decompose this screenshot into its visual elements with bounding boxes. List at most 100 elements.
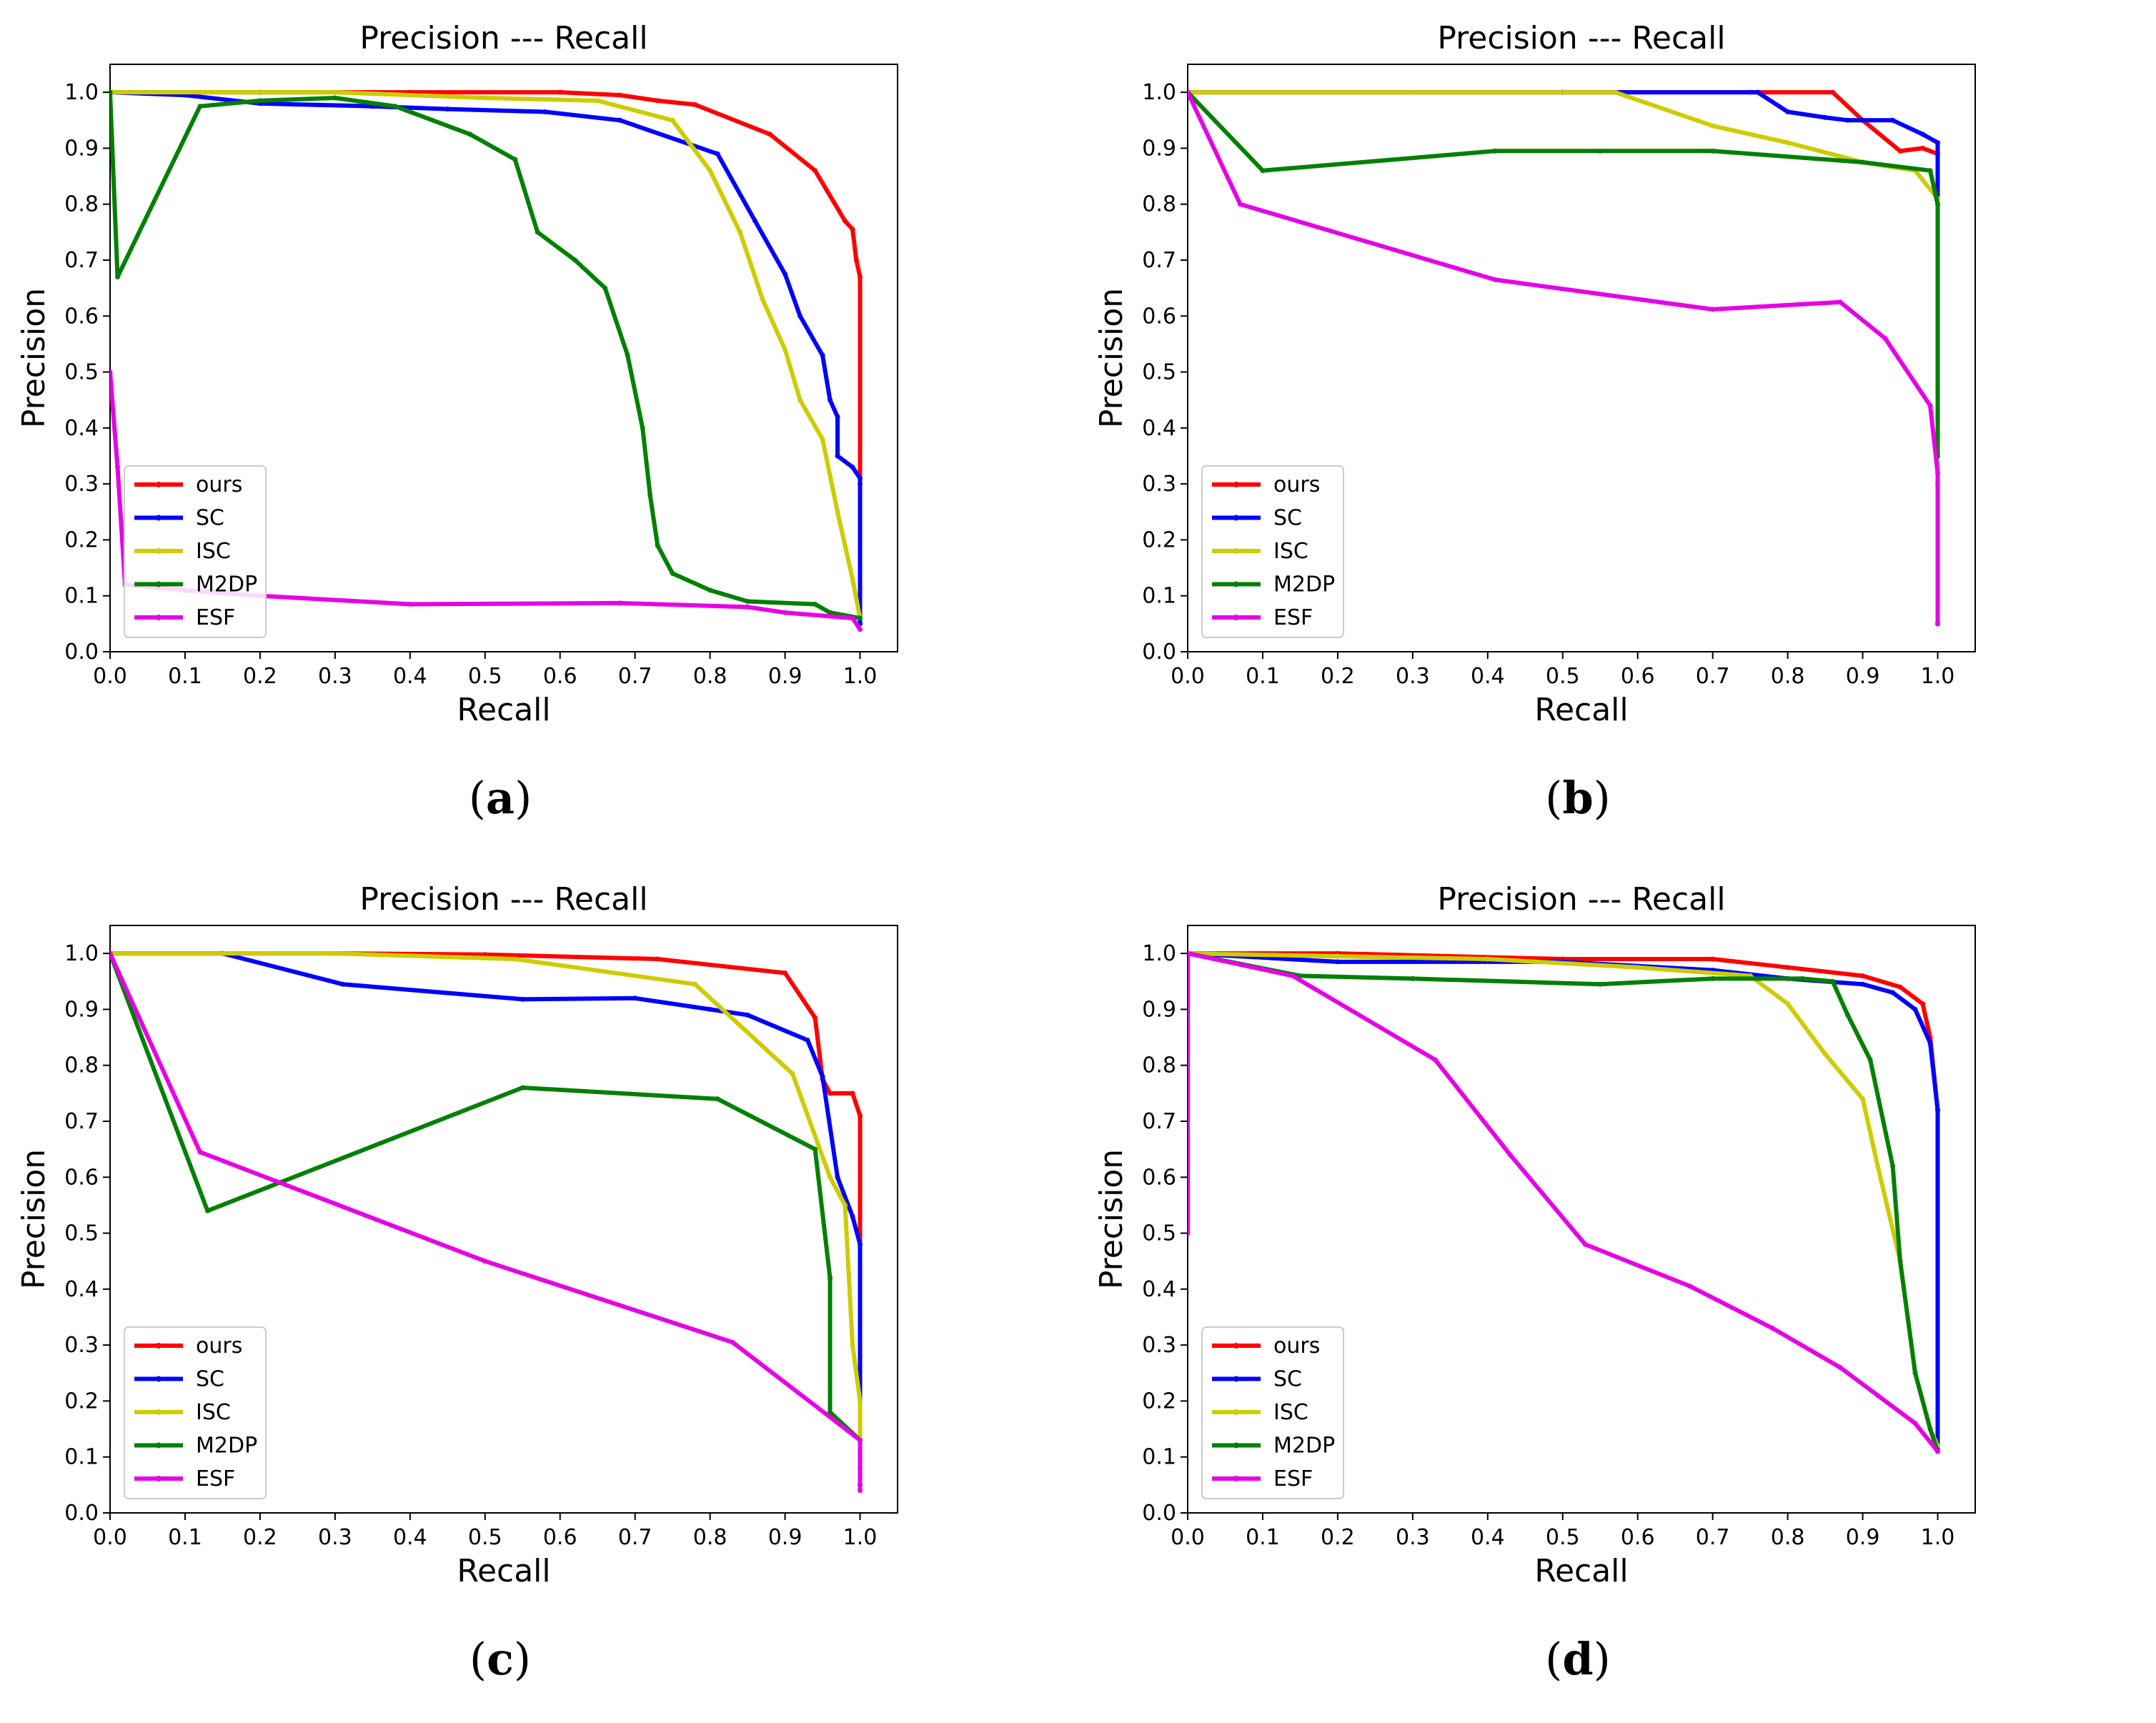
data-point-esf bbox=[745, 604, 750, 610]
data-point-m2dp bbox=[745, 599, 750, 605]
data-point-ours bbox=[1860, 973, 1866, 978]
data-point-esf bbox=[1290, 973, 1296, 978]
chart-title: Precision --- Recall bbox=[1437, 881, 1725, 918]
data-point-isc bbox=[1860, 1096, 1866, 1102]
legend-marker bbox=[1233, 515, 1239, 521]
axes-frame bbox=[109, 64, 898, 652]
y-tick-label: 0.3 bbox=[64, 1333, 99, 1358]
data-point-sc bbox=[632, 995, 638, 1001]
data-point-isc bbox=[332, 950, 338, 956]
y-tick-label: 0.7 bbox=[64, 248, 99, 273]
x-tick-label: 0.6 bbox=[543, 664, 577, 689]
data-point-esf bbox=[1935, 470, 1941, 475]
series-line-esf bbox=[110, 952, 863, 1491]
y-tick-label: 0.0 bbox=[1142, 640, 1176, 665]
y-tick-label: 0.1 bbox=[64, 584, 99, 609]
x-tick-label: 0.2 bbox=[1321, 1525, 1355, 1550]
data-point-ours bbox=[557, 89, 563, 95]
y-tick-label: 1.0 bbox=[64, 941, 99, 966]
data-point-isc bbox=[798, 397, 803, 403]
data-point-isc bbox=[1335, 953, 1341, 959]
data-point-m2dp bbox=[828, 610, 833, 615]
data-point-ours bbox=[692, 101, 698, 107]
data-point-m2dp bbox=[520, 1085, 525, 1091]
x-tick-label: 0.4 bbox=[393, 664, 427, 689]
data-point-m2dp bbox=[828, 1275, 833, 1281]
data-point-isc bbox=[843, 542, 848, 548]
data-point-m2dp bbox=[1860, 159, 1866, 165]
y-tick-label: 0.5 bbox=[1142, 360, 1176, 385]
x-tick-label: 0.6 bbox=[543, 1525, 577, 1550]
legend bbox=[1201, 1326, 1344, 1499]
data-point-sc bbox=[858, 475, 863, 481]
legend-label-esf: ESF bbox=[1273, 605, 1313, 630]
data-point-isc bbox=[707, 168, 713, 174]
legend-label-ours: ours bbox=[1273, 472, 1320, 497]
data-point-sc bbox=[1845, 117, 1851, 123]
x-tick-label: 0.3 bbox=[1396, 1525, 1430, 1550]
data-point-sc bbox=[1927, 1040, 1933, 1046]
plot-area bbox=[1188, 950, 1941, 1454]
data-point-ours bbox=[858, 1113, 863, 1118]
y-axis-label: Precision bbox=[1093, 288, 1130, 428]
data-point-m2dp bbox=[572, 257, 578, 263]
data-point-isc bbox=[760, 297, 765, 302]
legend-label-sc: SC bbox=[196, 506, 224, 531]
chart-d: Precision --- Recall 0.0 0.1 0.2 0.3 0.4 0.5 0.… bbox=[1093, 881, 1976, 1685]
legend-marker bbox=[1233, 1476, 1239, 1481]
data-point-sc bbox=[1860, 981, 1866, 987]
data-point-m2dp bbox=[625, 352, 630, 358]
data-point-esf bbox=[1432, 1057, 1438, 1063]
data-point-sc bbox=[820, 1073, 825, 1079]
y-tick-label: 0.8 bbox=[1142, 192, 1176, 217]
data-point-ours bbox=[850, 227, 855, 232]
x-tick-label: 0.3 bbox=[318, 664, 352, 689]
data-point-esf bbox=[482, 1258, 488, 1264]
data-point-ours bbox=[655, 98, 660, 104]
y-tick-label: 0.3 bbox=[1142, 1333, 1176, 1358]
data-point-sc bbox=[745, 1012, 750, 1018]
data-point-m2dp bbox=[715, 1096, 720, 1102]
data-point-m2dp bbox=[257, 98, 263, 104]
data-point-isc bbox=[1785, 140, 1791, 146]
data-point-esf bbox=[1188, 950, 1191, 956]
data-point-ours bbox=[767, 131, 773, 137]
y-tick-label: 0.6 bbox=[64, 1165, 99, 1190]
y-tick-label: 0.4 bbox=[1142, 416, 1176, 441]
plot-area bbox=[1188, 89, 1941, 627]
legend-label-ours: ours bbox=[196, 1334, 242, 1359]
legend-marker bbox=[156, 548, 162, 554]
subfigure-caption: (a) bbox=[469, 772, 532, 824]
data-point-esf bbox=[858, 1488, 863, 1494]
data-point-m2dp bbox=[1927, 168, 1933, 174]
x-tick-label: 0.2 bbox=[243, 1525, 277, 1550]
data-point-m2dp bbox=[110, 89, 113, 95]
x-tick-label: 0.8 bbox=[693, 664, 727, 689]
y-tick-label: 0.9 bbox=[1142, 997, 1176, 1022]
y-tick-label: 0.4 bbox=[64, 1277, 99, 1302]
legend-label-esf: ESF bbox=[196, 605, 235, 630]
data-point-m2dp bbox=[813, 601, 818, 607]
data-point-isc bbox=[595, 98, 600, 104]
data-point-isc bbox=[783, 347, 788, 352]
data-point-m2dp bbox=[535, 229, 540, 235]
x-tick-label: 0.9 bbox=[768, 1525, 803, 1550]
data-point-isc bbox=[1822, 1051, 1828, 1057]
y-axis-label: Precision bbox=[16, 1149, 52, 1289]
data-point-isc bbox=[512, 956, 518, 962]
data-point-esf bbox=[1188, 1231, 1191, 1236]
y-tick-label: 0.8 bbox=[64, 192, 99, 217]
legend-label-m2dp: M2DP bbox=[1273, 572, 1335, 597]
data-point-esf bbox=[197, 1149, 203, 1155]
data-point-isc bbox=[835, 509, 840, 515]
legend-label-isc: ISC bbox=[1273, 539, 1308, 564]
x-tick-label: 0.5 bbox=[1546, 664, 1580, 689]
x-tick-label: 0.3 bbox=[318, 1525, 352, 1550]
x-tick-label: 0.9 bbox=[1846, 664, 1880, 689]
data-point-ours bbox=[843, 218, 848, 224]
data-point-esf bbox=[1507, 1152, 1513, 1158]
x-tick-label: 0.4 bbox=[1471, 1525, 1505, 1550]
y-tick-label: 0.6 bbox=[64, 304, 99, 329]
data-point-sc bbox=[707, 1006, 713, 1012]
data-point-m2dp bbox=[1492, 148, 1498, 154]
